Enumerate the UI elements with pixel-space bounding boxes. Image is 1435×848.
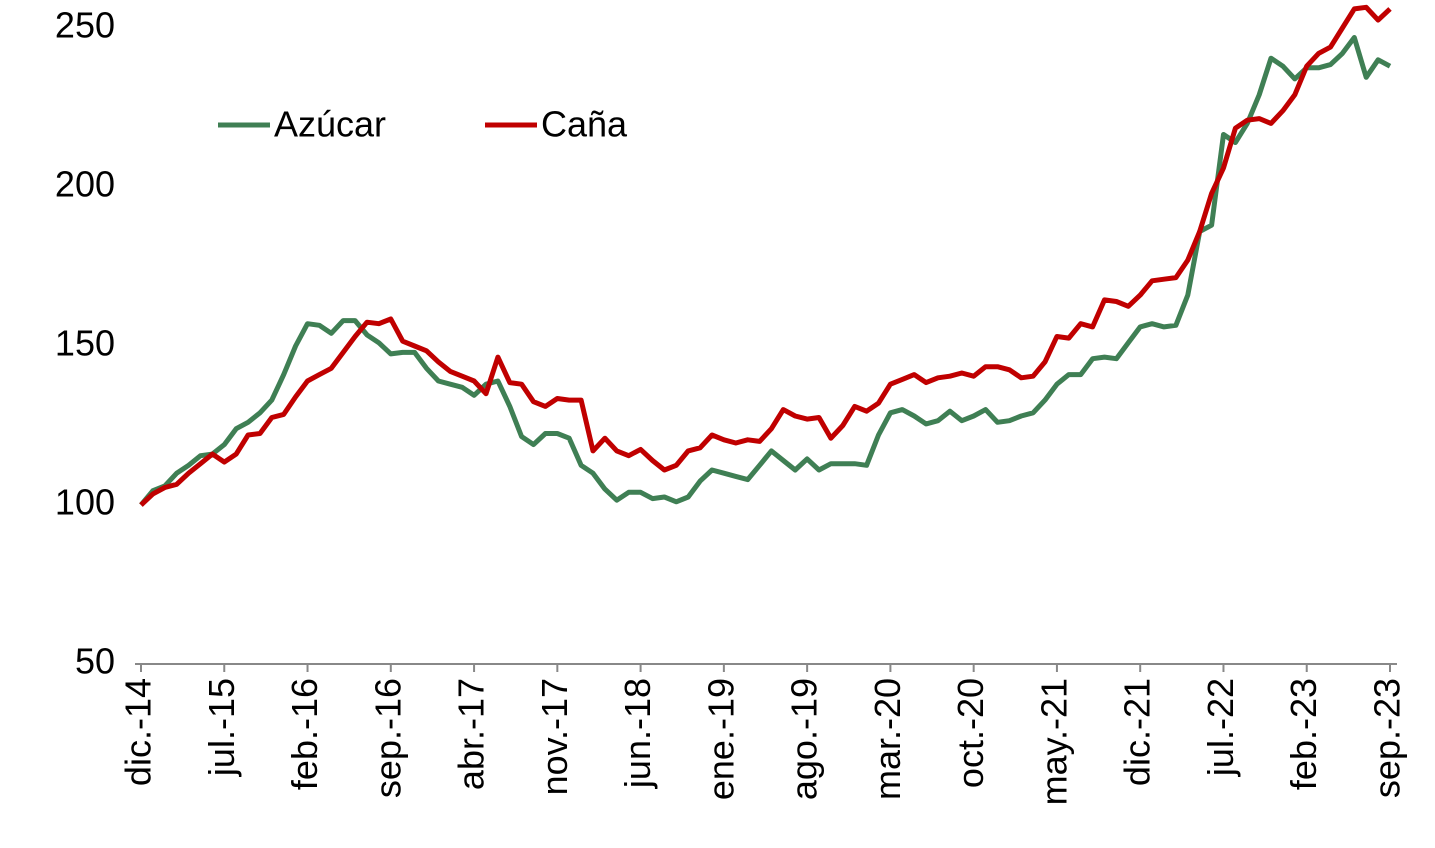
x-tick-label: oct.-20 — [950, 678, 991, 788]
x-tick-label: dic.-21 — [1117, 678, 1158, 786]
x-tick-label: feb.-16 — [284, 678, 325, 790]
x-tick-label: may.-21 — [1033, 678, 1074, 805]
y-tick-label: 150 — [55, 323, 115, 364]
legend-label: Caña — [541, 104, 628, 145]
x-tick-label: jul.-15 — [201, 678, 242, 777]
y-tick-label: 50 — [75, 641, 115, 682]
y-tick-label: 100 — [55, 482, 115, 523]
x-tick-label: ene.-19 — [700, 678, 741, 800]
y-tick-label: 200 — [55, 164, 115, 205]
series-line — [139, 4, 1392, 507]
x-tick-label: jul.-22 — [1200, 678, 1241, 777]
x-tick-label: sep.-23 — [1367, 678, 1408, 798]
x-tick-label: mar.-20 — [867, 678, 908, 800]
x-tick-label: sep.-16 — [367, 678, 408, 798]
x-tick-label: nov.-17 — [534, 678, 575, 795]
legend-label: Azúcar — [274, 104, 386, 145]
x-tick-label: feb.-23 — [1283, 678, 1324, 790]
series-line — [139, 35, 1392, 507]
x-tick-label: dic.-14 — [118, 678, 159, 786]
x-tick-label: jun.-18 — [617, 678, 658, 789]
x-tick-label: ago.-19 — [784, 678, 825, 800]
y-tick-label: 250 — [55, 5, 115, 46]
x-tick-label: abr.-17 — [451, 678, 492, 790]
